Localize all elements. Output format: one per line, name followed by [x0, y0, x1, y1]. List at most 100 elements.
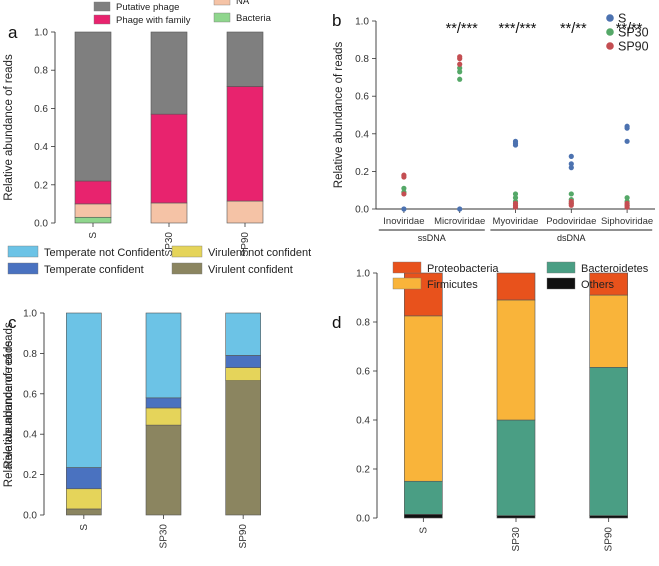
- legend-swatch-virulent-confident: [171, 262, 203, 275]
- point-sp90-inoviridae: [401, 174, 407, 180]
- y-tick-label: 0.4: [34, 142, 48, 153]
- bar-proteobacteria-sp90: [589, 272, 628, 296]
- legend-swatch-phage-with-family: [93, 14, 111, 25]
- bar-bacteria-s: [74, 216, 112, 224]
- y-tick-label: 0.0: [34, 219, 48, 230]
- bar-virulent-confident-sp90: [225, 380, 261, 516]
- bar-virulent-not-confident-sp30: [145, 407, 182, 426]
- bar-na-s: [74, 203, 112, 218]
- y-tick-label: 0.6: [34, 104, 48, 115]
- x-tick-label-sp90: SP90: [238, 524, 249, 549]
- point-s-podoviridae: [568, 161, 574, 167]
- legend-swatch-temperate-not-confident: [7, 245, 39, 258]
- bar-temperate-confident-sp90: [225, 355, 261, 368]
- panel-letter: b: [332, 11, 341, 30]
- bar-temperate-not-confident-sp90: [225, 312, 261, 356]
- legend-swatch-virulent-not-confident: [171, 245, 203, 258]
- point-sp30-myoviridae: [512, 195, 519, 201]
- y-tick-label: 0.6: [355, 92, 369, 103]
- y-tick-label: 0.4: [356, 416, 370, 427]
- significance-label-podoviridae: **/**: [560, 21, 587, 37]
- panel-letter: d: [332, 313, 341, 332]
- panel-a: a 0.0 0.2 0.4 0.6 0.8 1.0 Relative abundance of…: [3, 0, 272, 256]
- point-sp90-myoviridae: [512, 204, 519, 210]
- legend-label-s: S: [618, 12, 626, 26]
- x-tick-label-s: S: [79, 524, 90, 531]
- y-axis-label: Relative abundance of reads: [3, 322, 15, 469]
- y-tick-label: 0.8: [356, 318, 370, 329]
- y-tick-label: 1.0: [355, 17, 369, 28]
- group-label-dsdna: dsDNA: [557, 233, 586, 243]
- x-tick-label-sp90: SP90: [240, 232, 251, 257]
- bar-putative-phage-sp90: [226, 31, 264, 87]
- y-tick-label: 0.4: [355, 129, 369, 140]
- x-tick-label-sp30: SP30: [164, 232, 175, 257]
- legend-label-phage-with-family: Phage with family: [116, 15, 191, 26]
- x-tick-label-siphoviridae: Siphoviridae: [601, 216, 653, 227]
- y-tick-label: 1.0: [356, 269, 370, 280]
- bar-others-s: [404, 514, 443, 519]
- legend-swatch-na: [213, 0, 231, 6]
- legend-label-sp90: SP90: [618, 40, 649, 54]
- bar-firmicutes-sp90: [589, 294, 628, 368]
- bar-phage-with-family-sp90: [226, 86, 264, 202]
- legend-label-putative-phage: Putative phage: [116, 2, 179, 13]
- point-sp30-siphoviridae: [624, 195, 630, 201]
- point-sp90-siphoviridae: [624, 204, 630, 210]
- y-tick-label: 0.2: [34, 180, 48, 191]
- legend-label-na: NA: [236, 0, 250, 7]
- legend-marker-s: [606, 14, 614, 22]
- point-s-inoviridae: [401, 206, 407, 212]
- x-tick-label-myoviridae: Myoviridae: [493, 216, 539, 227]
- y-axis-label: Relative abundance of reads: [3, 54, 15, 201]
- bar-putative-phage-sp30: [150, 31, 188, 115]
- bar-na-sp90: [226, 200, 264, 224]
- point-sp30-podoviridae: [568, 191, 574, 197]
- point-s-microviridae: [457, 206, 463, 212]
- group-label-ssdna: ssDNA: [418, 233, 446, 243]
- y-tick-label: 0.8: [355, 54, 369, 65]
- bar-virulent-confident-s: [66, 508, 102, 516]
- y-tick-label: 1.0: [23, 309, 37, 320]
- legend-swatch-firmicutes: [392, 277, 422, 290]
- y-tick-label: 0.2: [355, 167, 369, 178]
- bar-putative-phage-s: [74, 31, 112, 182]
- legend-swatch-bacteria: [213, 12, 231, 23]
- panel-letter: c: [8, 313, 17, 332]
- x-tick-label-s: S: [418, 527, 429, 534]
- point-sp30-microviridae: [457, 65, 463, 71]
- x-tick-label-inoviridae: Inoviridae: [383, 216, 424, 227]
- point-s-siphoviridae: [624, 138, 630, 144]
- panel-d: d 0.0 0.2 0.4 0.6 0.8 1.0 Relative abundance of…: [3, 261, 649, 552]
- bar-bacteroidetes-sp90: [589, 367, 628, 516]
- x-tick-label-sp30: SP30: [511, 527, 522, 552]
- y-tick-label: 0.0: [356, 514, 370, 525]
- legend-label-temperate-confident: Temperate confident: [44, 264, 144, 276]
- bar-na-sp30: [150, 202, 188, 224]
- legend-label-temperate-not-confident: Temperate not Confident: [44, 247, 164, 259]
- significance-label-siphoviridae: **/**: [616, 21, 643, 37]
- legend-label-bacteroidetes: Bacteroidetes: [581, 263, 649, 275]
- y-axis-label: Relative abundance of reads: [333, 42, 345, 189]
- x-tick-label-sp30: SP30: [159, 524, 170, 549]
- point-s-podoviridae: [568, 153, 574, 159]
- y-tick-label: 0.2: [23, 470, 37, 481]
- legend-swatch-bacteroidetes: [546, 261, 576, 274]
- y-tick-label: 0.8: [34, 66, 48, 77]
- legend-label-proteobacteria: Proteobacteria: [427, 263, 499, 275]
- point-s-siphoviridae: [624, 125, 630, 131]
- bar-phage-with-family-sp30: [150, 113, 188, 204]
- point-sp30-myoviridae: [512, 191, 519, 197]
- legend-label-virulent-confident: Virulent confident: [208, 264, 293, 276]
- significance-label-myoviridae: ***/***: [499, 21, 537, 37]
- y-axis-label: Relative abundance of reads: [3, 341, 15, 488]
- y-tick-label: 1.0: [34, 28, 48, 39]
- legend-label-virulent-not-confident: Virulent not confident: [208, 247, 311, 259]
- bar-others-sp30: [496, 515, 536, 519]
- bar-temperate-confident-s: [66, 467, 102, 490]
- panel-c: c 0.0 0.2 0.4 0.6 0.8 1.0 Relative abundance of…: [3, 245, 311, 549]
- bar-virulent-confident-sp30: [145, 424, 182, 516]
- point-sp90-microviridae: [457, 56, 463, 62]
- legend-label-firmicutes: Firmicutes: [427, 279, 478, 291]
- x-tick-label-sp90: SP90: [604, 527, 615, 552]
